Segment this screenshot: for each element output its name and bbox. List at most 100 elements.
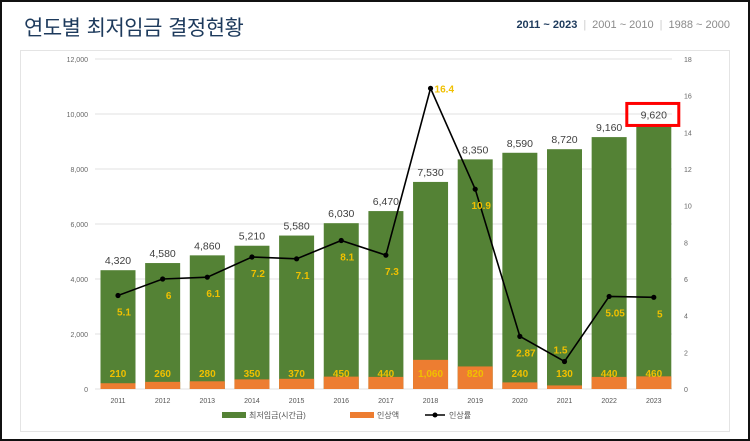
x-tick-label: 2023 [646, 398, 662, 405]
rate-label: 7.1 [296, 271, 310, 282]
y-left-tick-label: 2,000 [70, 332, 88, 339]
y-left-tick-label: 12,000 [67, 57, 89, 64]
rate-point [606, 293, 612, 300]
increase-label: 820 [467, 369, 484, 380]
increase-bar [234, 379, 270, 389]
rate-label: 16.4 [435, 84, 455, 95]
tab-divider: | [659, 19, 663, 31]
wage-bar [234, 245, 270, 389]
rate-point [204, 274, 210, 280]
x-tick-label: 2018 [423, 398, 439, 405]
y-right-tick-label: 18 [684, 57, 692, 64]
y-right-tick-label: 2 [684, 350, 688, 357]
increase-label: 450 [333, 369, 350, 380]
increase-bar [323, 376, 359, 389]
wage-label: 8,590 [507, 138, 533, 150]
rate-point [561, 358, 568, 365]
increase-label: 440 [378, 369, 395, 380]
increase-label: 460 [645, 369, 662, 380]
x-tick-label: 2011 [110, 398, 125, 405]
rate-label: 5.05 [605, 308, 625, 319]
y-right-tick-label: 8 [684, 240, 688, 247]
y-right-tick-label: 0 [684, 387, 688, 394]
rate-point [160, 276, 166, 282]
wage-label: 4,320 [105, 255, 131, 267]
x-tick-label: 2012 [155, 398, 171, 405]
x-tick-label: 2019 [467, 398, 483, 405]
increase-label: 280 [199, 369, 216, 380]
rate-label: 5 [657, 309, 663, 320]
y-right-tick-label: 10 [684, 204, 692, 211]
x-tick-label: 2020 [512, 398, 528, 405]
y-left-tick-label: 10,000 [67, 112, 89, 119]
rate-label: 8.1 [340, 253, 354, 264]
x-tick-label: 2014 [244, 398, 260, 405]
wage-label: 4,860 [194, 240, 220, 252]
wage-bar [502, 152, 538, 389]
legend-label-rate: 인상률 [449, 410, 471, 420]
increase-bar [591, 376, 627, 389]
y-right-tick-label: 4 [684, 314, 688, 321]
rate-label: 5.1 [117, 308, 131, 319]
increase-bar [413, 359, 449, 389]
increase-label: 350 [244, 369, 261, 380]
increase-label: 240 [512, 369, 529, 380]
wage-label: 9,620 [641, 109, 667, 121]
highlight-box [625, 101, 681, 127]
rate-label: 1.5 [554, 346, 568, 357]
rate-point [338, 237, 344, 244]
rate-label: 7.2 [251, 269, 265, 280]
y-left-tick-label: 4,000 [70, 277, 88, 284]
increase-bar [636, 376, 672, 389]
increase-bar [502, 382, 538, 389]
x-tick-label: 2013 [200, 398, 216, 405]
y-left-tick-label: 6,000 [70, 222, 88, 229]
rate-label: 6.1 [206, 289, 220, 300]
increase-bar [547, 385, 582, 389]
wage-bar [368, 211, 404, 389]
wage-label: 8,720 [551, 134, 577, 146]
tab-2011-2023[interactable]: 2011 ~ 2023 [516, 19, 578, 31]
increase-label: 210 [110, 369, 127, 380]
wage-label: 6,470 [373, 196, 399, 208]
increase-label: 1,060 [418, 369, 443, 380]
increase-bar [189, 381, 225, 389]
rate-label: 2.87 [516, 348, 536, 359]
rate-point [383, 252, 389, 258]
tab-2001-2010[interactable]: 2001 ~ 2010 [592, 19, 654, 31]
increase-label: 260 [154, 369, 171, 380]
increase-bar [100, 383, 136, 389]
y-right-tick-label: 12 [684, 167, 692, 174]
rate-label: 7.3 [385, 267, 399, 278]
rate-point [294, 256, 300, 262]
increase-bar [457, 366, 493, 389]
wage-label: 5,580 [283, 221, 309, 233]
wage-bar [547, 149, 582, 389]
wage-bar [457, 159, 493, 389]
x-tick-label: 2022 [601, 398, 617, 405]
tab-1988-2000[interactable]: 1988 ~ 2000 [668, 19, 730, 31]
wage-bar [323, 223, 359, 389]
x-tick-label: 2021 [557, 398, 573, 405]
increase-label: 440 [601, 369, 618, 380]
y-left-tick-label: 8,000 [70, 167, 88, 174]
period-tabs: 2011 ~ 2023 | 2001 ~ 2010 | 1988 ~ 2000 [516, 19, 730, 31]
rate-label: 6 [166, 291, 172, 302]
increase-bar [279, 378, 315, 389]
legend-marker-rate [432, 412, 438, 418]
rate-label: 10.9 [471, 201, 491, 212]
x-tick-label: 2015 [289, 398, 305, 405]
rate-point [517, 333, 523, 339]
legend-swatch-increase [350, 412, 374, 418]
increase-label: 370 [288, 369, 305, 380]
increase-label: 130 [556, 369, 573, 380]
wage-bar [636, 124, 672, 389]
wage-bar [413, 181, 449, 389]
y-right-tick-label: 16 [684, 94, 692, 101]
rate-point [472, 186, 478, 192]
y-left-tick-label: 0 [84, 387, 88, 394]
wage-label: 8,350 [462, 144, 488, 156]
page-title: 연도별 최저임금 결정현황 [24, 16, 244, 40]
